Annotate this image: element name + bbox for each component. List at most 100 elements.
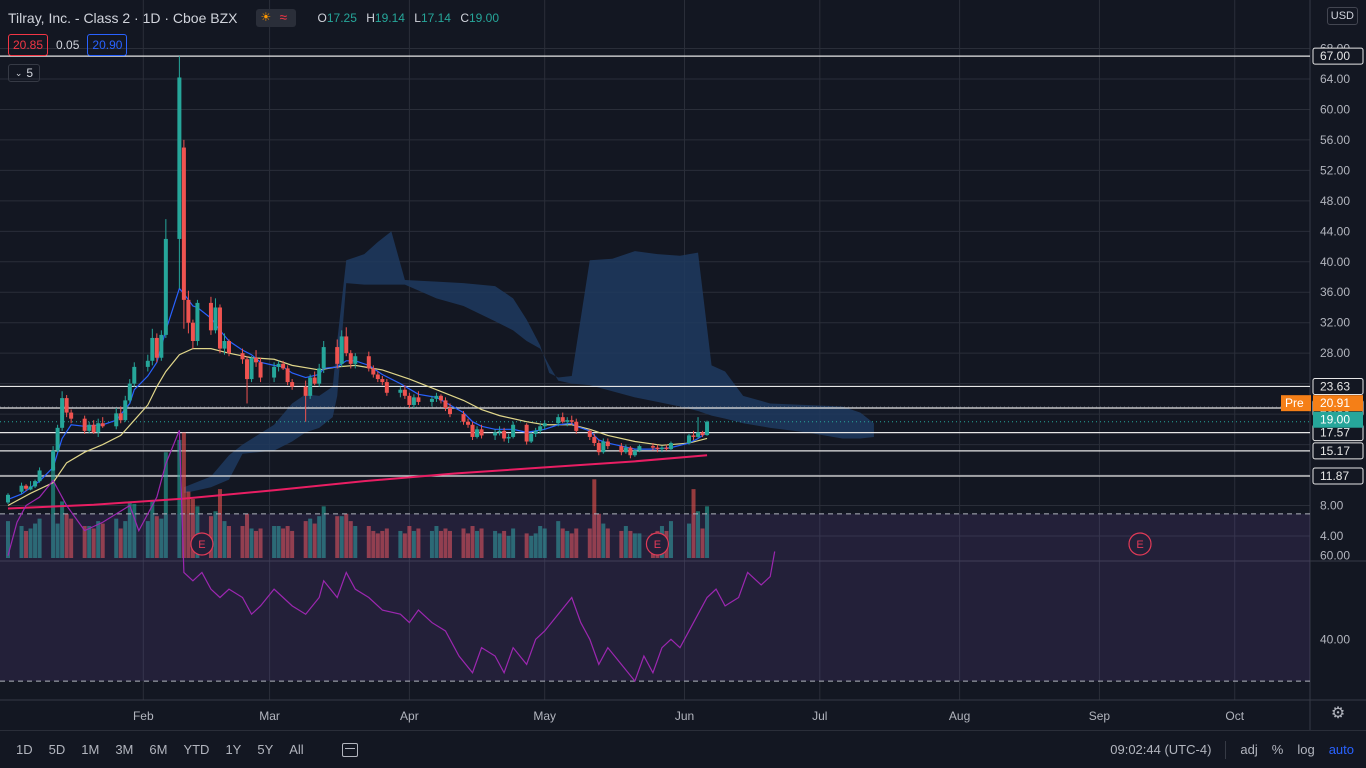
- spread-value: 0.05: [56, 38, 80, 52]
- volume-bar: [159, 518, 164, 558]
- candle-body: [254, 357, 259, 363]
- volume-bar: [317, 516, 322, 558]
- candle-body: [461, 414, 466, 422]
- pre-price-box: [1313, 395, 1363, 412]
- range-ytd-button[interactable]: YTD: [183, 742, 210, 757]
- candle-body: [655, 447, 660, 450]
- buy-button[interactable]: 20.90: [87, 34, 128, 56]
- candle-body: [353, 356, 358, 364]
- sun-icon[interactable]: [255, 9, 296, 27]
- candle-body: [114, 413, 119, 427]
- candle-body: [384, 382, 389, 393]
- candle-body: [556, 417, 561, 424]
- log-toggle[interactable]: log: [1297, 742, 1315, 757]
- candle-body: [587, 430, 592, 437]
- candle-body: [240, 353, 245, 360]
- gear-icon[interactable]: ⚙: [1330, 705, 1346, 722]
- volume-bar: [705, 506, 710, 558]
- time-axis: Feb Mar Apr May Jun Jul Aug Sep Oct: [133, 709, 1245, 723]
- clock-display[interactable]: 09:02:44 (UTC-4): [1110, 742, 1212, 757]
- bottom-toolbar: 1D 5D 1M 3M 6M YTD 1Y 5Y All 09:02:44 (U…: [0, 730, 1366, 768]
- level-label: 11.87: [1320, 469, 1349, 483]
- candle-body: [664, 447, 669, 450]
- candle-body: [506, 436, 511, 439]
- volume-bar: [344, 513, 349, 558]
- volume-bar: [628, 530, 633, 558]
- range-1y-button[interactable]: 1Y: [225, 742, 242, 757]
- candle-body: [60, 398, 65, 428]
- volume-bar: [87, 526, 92, 558]
- range-1d-button[interactable]: 1D: [16, 742, 33, 757]
- percent-toggle[interactable]: %: [1271, 742, 1284, 757]
- candle-body: [91, 424, 96, 433]
- candle-body: [281, 363, 286, 369]
- volume-bar: [384, 528, 389, 558]
- volume-bar: [186, 491, 191, 558]
- candle-body: [213, 307, 218, 331]
- indicators-toggle-button[interactable]: ⌄ 5: [8, 64, 40, 82]
- volume-bar: [592, 479, 597, 558]
- divider: [1225, 740, 1227, 759]
- volume-bar: [240, 526, 245, 558]
- volume-bar: [691, 489, 696, 558]
- volume-bar: [24, 530, 29, 558]
- indicator-count: 5: [26, 66, 34, 80]
- level-label-box: [1312, 467, 1364, 485]
- range-5d-button[interactable]: 5D: [48, 742, 66, 757]
- candle-body: [127, 383, 132, 401]
- candle-body: [276, 363, 281, 367]
- candle-body: [542, 423, 547, 427]
- candle-body: [565, 420, 570, 422]
- volume-bar: [398, 530, 403, 558]
- calendar-icon[interactable]: [341, 742, 358, 757]
- volume-bar: [461, 528, 466, 558]
- candle-body: [628, 447, 633, 456]
- currency-button[interactable]: USD: [1326, 7, 1358, 25]
- volume-bar: [118, 528, 123, 558]
- candle-body: [6, 494, 10, 503]
- candle-body: [19, 485, 24, 492]
- volume-bar: [596, 513, 601, 558]
- rsi-line: [7, 430, 776, 683]
- range-3m-button[interactable]: 3M: [115, 742, 134, 757]
- volume-bar: [371, 530, 376, 558]
- bid-ask-widget: 20.85 0.05 20.90: [8, 34, 128, 56]
- volume-bar: [375, 533, 380, 558]
- candle-body: [159, 334, 164, 358]
- volume-bar: [529, 535, 534, 558]
- range-6m-button[interactable]: 6M: [149, 742, 168, 757]
- candle-body: [416, 397, 421, 402]
- volume-bar: [339, 516, 344, 558]
- price-tick-label: 32.00: [1320, 316, 1350, 330]
- candle-body: [691, 435, 696, 437]
- range-5y-button[interactable]: 5Y: [257, 742, 274, 757]
- candle-body: [258, 362, 263, 378]
- candle-body: [308, 377, 313, 396]
- adj-toggle[interactable]: adj: [1240, 742, 1258, 757]
- candle-body: [69, 412, 74, 419]
- candle-body: [470, 424, 475, 437]
- level-label: 15.17: [1320, 444, 1350, 458]
- volume-bar: [226, 526, 231, 558]
- range-all-button[interactable]: All: [289, 742, 304, 757]
- candle-body: [574, 421, 579, 431]
- volume-bar: [254, 530, 259, 558]
- volume-bar: [222, 521, 227, 558]
- candle-body: [619, 446, 624, 453]
- volume-bar: [556, 521, 561, 558]
- candle-body: [154, 337, 159, 358]
- candle-body: [177, 77, 182, 239]
- price-tick-label: 48.00: [1320, 194, 1350, 208]
- range-1m-button[interactable]: 1M: [81, 742, 100, 757]
- symbol-title[interactable]: Tilray, Inc. - Class 2 · 1D · Cboe BZX: [8, 10, 238, 26]
- volume-bar: [443, 528, 448, 558]
- volume-bar: [470, 526, 475, 558]
- volume-bar: [538, 526, 543, 558]
- sell-button[interactable]: 20.85: [8, 34, 49, 56]
- volume-bar: [195, 506, 200, 558]
- auto-toggle[interactable]: auto: [1328, 742, 1354, 757]
- earnings-marker: [645, 532, 670, 556]
